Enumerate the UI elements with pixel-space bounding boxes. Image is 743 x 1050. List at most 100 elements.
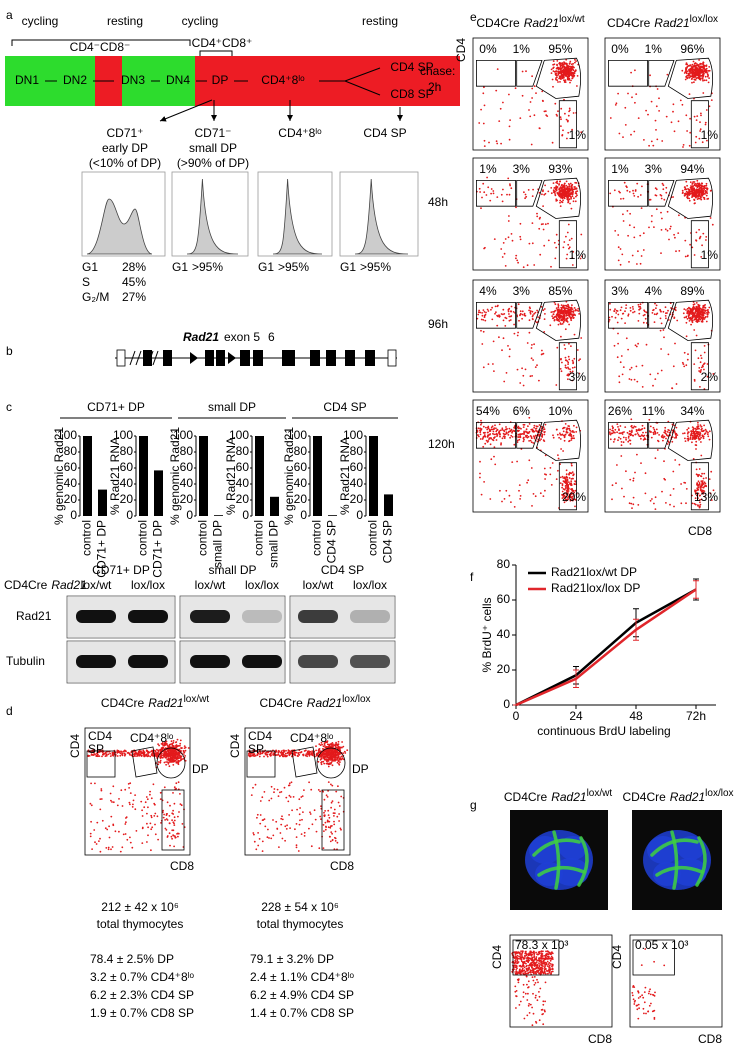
event-dot	[519, 235, 522, 238]
event-dot	[126, 838, 129, 841]
event-dot	[636, 380, 639, 383]
event-dot	[618, 190, 620, 193]
event-dot	[555, 478, 558, 480]
event-dot	[702, 318, 705, 320]
event-dot	[114, 830, 117, 833]
event-dot	[681, 69, 684, 72]
event-dot	[554, 193, 556, 195]
event-dot	[142, 754, 145, 756]
event-dot	[652, 144, 655, 147]
event-dot	[702, 306, 704, 309]
event-dot	[333, 751, 336, 753]
event-dot	[491, 306, 493, 309]
event-dot	[299, 751, 302, 754]
exon-label: exon 5	[224, 330, 260, 344]
event-dot	[566, 68, 569, 70]
event-dot	[683, 365, 686, 368]
event-dot	[569, 72, 572, 75]
loxp-site	[190, 352, 198, 364]
event-dot	[330, 755, 333, 758]
group-label: small DP	[208, 400, 256, 414]
event-dot	[563, 439, 566, 442]
event-dot	[692, 71, 695, 74]
event-dot	[499, 107, 502, 110]
break-mark	[147, 350, 154, 366]
event-dot	[479, 429, 482, 432]
event-dot	[289, 750, 292, 753]
event-dot	[568, 185, 571, 188]
event-dot	[693, 73, 696, 75]
event-dot	[565, 482, 568, 485]
y-tick-label: 40	[120, 476, 134, 490]
event-dot	[637, 342, 639, 345]
event-dot	[561, 70, 564, 73]
event-dot	[150, 797, 153, 800]
event-dot	[280, 750, 283, 753]
event-dot	[303, 789, 305, 791]
event-dot	[256, 813, 259, 816]
event-dot	[698, 78, 701, 81]
event-dot	[145, 796, 148, 798]
event-dot	[673, 316, 676, 319]
event-dot	[550, 484, 553, 486]
event-dot	[638, 308, 641, 311]
gate-percent: 1%	[611, 162, 629, 176]
event-dot	[703, 311, 705, 314]
event-dot	[167, 757, 170, 760]
event-dot	[275, 754, 278, 756]
event-dot	[253, 840, 256, 843]
blot-band	[298, 610, 338, 623]
event-dot	[562, 76, 565, 79]
gate-percent: 3%	[611, 284, 629, 298]
event-dot	[528, 440, 530, 442]
cell-cycle-value: 28%	[122, 260, 146, 274]
event-dot	[708, 66, 711, 68]
event-dot	[653, 313, 656, 316]
event-dot	[567, 131, 570, 134]
event-dot	[693, 115, 696, 118]
bar	[384, 494, 393, 516]
event-dot	[147, 806, 149, 809]
title-gene: Rad21	[307, 696, 342, 710]
event-dot	[688, 313, 691, 315]
event-dot	[694, 318, 697, 320]
event-dot	[693, 303, 696, 305]
event-dot	[561, 317, 564, 319]
event-dot	[641, 185, 643, 188]
event-dot	[617, 92, 619, 95]
event-dot	[543, 467, 546, 470]
event-dot	[332, 745, 335, 747]
event-dot	[686, 67, 688, 69]
event-dot	[308, 827, 310, 830]
event-dot	[503, 429, 505, 432]
event-dot	[704, 123, 707, 126]
event-dot	[559, 65, 562, 68]
event-dot	[168, 761, 170, 764]
event-dot	[283, 786, 286, 789]
event-dot	[686, 70, 689, 73]
event-dot	[336, 761, 339, 764]
event-dot	[508, 93, 510, 96]
event-dot	[700, 198, 703, 201]
stage-label: cycling	[182, 14, 219, 28]
event-dot	[569, 483, 572, 486]
bar	[139, 436, 148, 516]
event-dot	[572, 112, 575, 114]
event-dot	[301, 818, 303, 821]
event-dot	[515, 254, 518, 257]
event-dot	[562, 129, 564, 132]
event-dot	[637, 320, 640, 322]
event-dot	[284, 752, 287, 755]
event-dot	[685, 335, 688, 338]
event-dot	[693, 378, 696, 381]
event-dot	[533, 424, 536, 427]
genotype-title: CD4Cre Rad21lox/lox	[259, 694, 370, 711]
event-dot	[277, 795, 280, 797]
event-dot	[344, 752, 347, 754]
event-dot	[691, 68, 693, 70]
event-dot	[141, 809, 144, 812]
event-dot	[565, 473, 568, 476]
event-dot	[699, 424, 702, 426]
event-dot	[483, 316, 486, 318]
event-dot	[298, 823, 301, 826]
